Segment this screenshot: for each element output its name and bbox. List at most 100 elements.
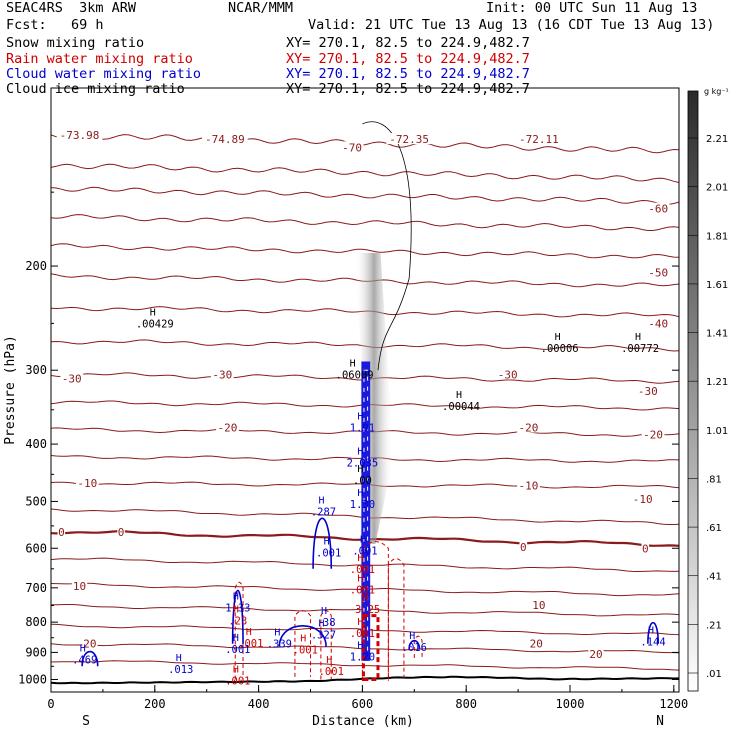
maximum-marker: H <box>357 617 363 628</box>
maximum-marker: H <box>363 593 369 604</box>
isotherm-label-bg <box>496 368 520 380</box>
maximum-value-label: .016 <box>402 642 427 654</box>
maximum-marker: H <box>246 627 252 638</box>
cloud-water-contour <box>408 639 421 650</box>
isotherm-label: -20 <box>519 422 539 435</box>
plot-frame <box>50 87 680 693</box>
colorbar-gradient <box>687 90 699 692</box>
isotherm-label: -70 <box>342 141 362 154</box>
x-tick-label: 1200 <box>659 697 688 711</box>
maximum-marker: H <box>80 643 86 654</box>
maximum-marker: H <box>326 655 332 666</box>
maximum-value-label: .001 <box>350 628 375 640</box>
rain-water-contour <box>294 610 312 677</box>
maximum-marker: H <box>360 534 366 545</box>
isotherm-label-bg <box>516 133 562 145</box>
cloud-water-contour <box>312 517 333 569</box>
field-rain-xy: XY= 270.1, 82.5 to 224.9,482.7 <box>286 51 530 67</box>
maximum-value-label: .013 <box>168 664 193 676</box>
cloud-water-core <box>361 361 371 661</box>
isotherm-line <box>51 163 679 183</box>
maximum-value-label: 3.25 <box>355 604 380 616</box>
isotherm-label: -20 <box>218 422 238 435</box>
isotherm-label: -30 <box>212 368 232 381</box>
isotherm-label: 10 <box>532 599 545 612</box>
isotherm-label-bg <box>117 525 125 537</box>
init-time: Init: 00 UTC Sun 11 Aug 13 <box>486 0 698 16</box>
maximum-marker: H <box>409 631 415 642</box>
maximum-marker: H <box>321 606 327 617</box>
maximum-marker: H <box>357 488 363 499</box>
y-tick-label: 600 <box>25 541 47 555</box>
maximum-value-label: .001 <box>350 585 375 597</box>
maximum-marker: H <box>318 495 324 506</box>
isotherm-label: 10 <box>73 580 86 593</box>
isotherm-label-bg <box>636 384 660 396</box>
isotherm-label: -72.11 <box>519 133 559 146</box>
maximum-marker: H <box>357 412 363 423</box>
colorbar-label: .41 <box>706 572 722 583</box>
cloud-water-contour <box>278 625 327 647</box>
y-tick-label: 300 <box>25 363 47 377</box>
rain-water-core <box>361 614 380 681</box>
isotherm-label-bg <box>646 266 670 278</box>
y-axis-label: Pressure (hPa) <box>3 335 18 445</box>
org-label: NCAR/MMM <box>228 0 294 16</box>
y-tick-label: 500 <box>25 494 47 508</box>
maximum-marker: H <box>357 574 363 585</box>
colorbar-label: .01 <box>706 669 722 680</box>
rain-water-contour <box>320 610 332 680</box>
isotherm-label: -50 <box>648 266 668 279</box>
x-tick-label: 800 <box>455 697 477 711</box>
x-tick-label: 400 <box>248 697 270 711</box>
y-tick-label: 1000 <box>18 672 47 686</box>
isotherm-label-bg <box>646 317 670 329</box>
x-tick-label: 600 <box>352 697 374 711</box>
maximum-value-label: .327 <box>311 630 336 642</box>
y-tick-label: 900 <box>25 645 47 659</box>
maximum-value-label: .06009 <box>336 369 374 381</box>
rain-water-contour <box>361 541 389 681</box>
isotherm-label-bg <box>202 133 248 145</box>
south-label: S <box>82 714 90 729</box>
maximum-marker: H <box>318 619 324 630</box>
field-snow-xy: XY= 270.1, 82.5 to 224.9,482.7 <box>286 35 530 51</box>
maximum-value-label: .001 <box>238 638 263 650</box>
maximum-marker: H <box>324 536 330 547</box>
maximum-value-label: .001 <box>316 547 341 559</box>
maximum-value-label: .00006 <box>541 343 579 355</box>
isotherm-label-bg <box>517 479 540 491</box>
isotherm-label-bg <box>588 647 604 659</box>
isotherm-label-bg <box>71 580 88 592</box>
maximum-value-label: .23 <box>228 616 247 628</box>
isotherm-label: -10 <box>633 493 653 506</box>
colorbar-label: 1.21 <box>706 377 728 388</box>
isotherm-label-bg <box>641 542 650 554</box>
isotherm-line <box>51 186 679 205</box>
maximum-marker: H <box>176 653 182 664</box>
isotherm-label-bg <box>60 372 84 384</box>
maximum-value-label: .001 <box>350 564 375 576</box>
maximum-marker: H <box>555 332 561 343</box>
maximum-value-label: 1.33 <box>225 602 250 614</box>
maximum-marker: H <box>456 390 462 401</box>
isotherm-label-bg <box>646 202 670 214</box>
maximum-marker: H <box>350 358 356 369</box>
colorbar-labels: 2.21 2.01 1.81 1.61 1.41 1.21 1.01 .81 .61 .41 .21… <box>688 134 728 680</box>
isotherm-label: -30 <box>62 373 82 386</box>
rain-water-contour <box>234 581 244 680</box>
contour-label-layer: -73.98 -74.89 -72.35 -72.11 -70 -60 -50 -40 -30 -… <box>56 128 670 688</box>
maximum-value-label: .00429 <box>136 318 174 330</box>
isotherm-label: 0 <box>642 542 649 555</box>
maximum-value-label: .00772 <box>621 343 659 355</box>
isotherm-label-bg <box>517 421 540 433</box>
isotherm-label: -20 <box>643 428 663 441</box>
colorbar-label: .81 <box>706 474 722 485</box>
x-tick-label: 0 <box>47 697 54 711</box>
isotherm-label-bg <box>56 128 103 140</box>
maximum-marker: H <box>635 332 641 343</box>
maximum-value-label: .38 <box>317 617 336 629</box>
isotherm-label: -40 <box>648 317 668 330</box>
